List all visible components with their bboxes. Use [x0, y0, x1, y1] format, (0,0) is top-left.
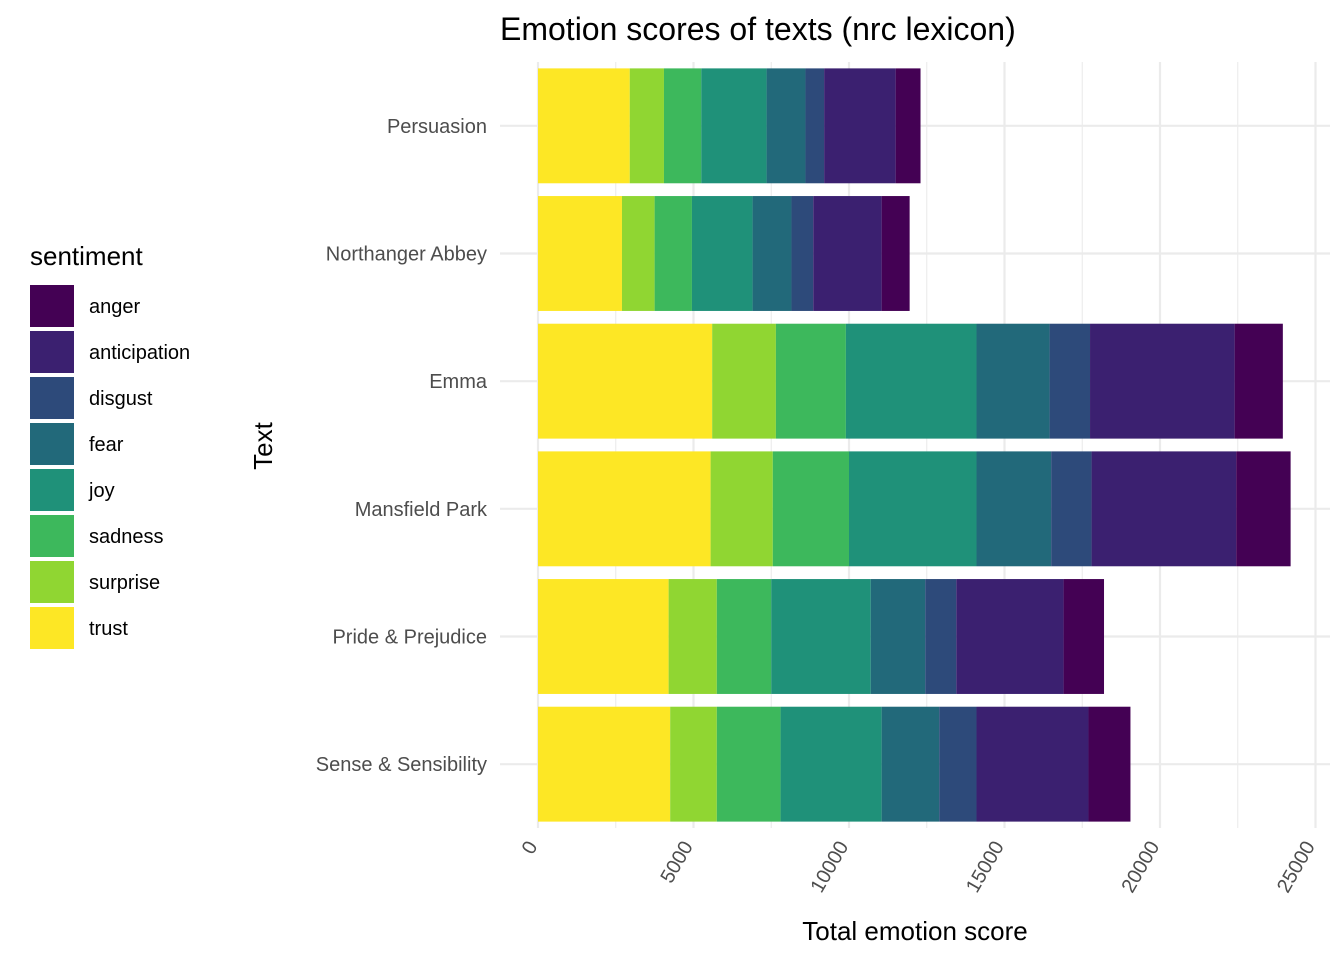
bar-segment-anger — [1236, 451, 1291, 567]
x-tick-label: 25000 — [1273, 838, 1320, 897]
bar-segment-joy — [780, 706, 882, 822]
legend-swatch-disgust — [30, 377, 74, 419]
bar-segment-joy — [845, 323, 977, 439]
bar-segment-disgust — [925, 579, 957, 694]
bar-segment-trust — [538, 451, 711, 567]
legend-swatch-surprise — [30, 561, 74, 603]
x-axis-tick-labels: 0 5000 10000 15000 20000 25000 — [518, 838, 1320, 897]
legend-swatch-anticipation — [30, 331, 74, 373]
bar-segment-sadness — [772, 451, 849, 567]
bar-segment-trust — [538, 68, 630, 184]
category-label: Sense & Sensibility — [316, 754, 487, 776]
legend-label-sadness: sadness — [89, 526, 164, 548]
bar-segment-anticipation — [1090, 323, 1235, 439]
legend-label-anticipation: anticipation — [89, 342, 190, 364]
legend-label-joy: joy — [88, 480, 115, 502]
legend-label-surprise: surprise — [89, 572, 160, 594]
bar-segment-fear — [976, 451, 1052, 567]
x-tick-label: 5000 — [657, 838, 698, 888]
bar-segment-anger — [1063, 579, 1105, 694]
bar-segment-trust — [538, 706, 671, 822]
bar-segment-joy — [701, 68, 767, 184]
legend-label-fear: fear — [89, 434, 124, 456]
bar-segment-sadness — [716, 706, 781, 822]
bar-segment-anger — [881, 196, 910, 311]
category-label: Persuasion — [387, 116, 487, 138]
bar-segment-joy — [691, 196, 753, 311]
legend-label-anger: anger — [89, 296, 140, 318]
bar-segment-anger — [1088, 706, 1131, 822]
legend-swatch-anger — [30, 285, 74, 327]
bar-segment-fear — [976, 323, 1050, 439]
x-tick-label: 0 — [518, 838, 543, 859]
y-axis-title: Text — [248, 421, 278, 469]
bar-segment-fear — [766, 68, 806, 184]
bar-segment-anticipation — [1091, 451, 1237, 567]
legend-label-trust: trust — [89, 618, 128, 640]
x-axis-title: Total emotion score — [802, 916, 1027, 946]
legend-swatch-joy — [30, 469, 74, 511]
x-tick-label: 15000 — [962, 838, 1009, 897]
bar-segment-surprise — [670, 706, 717, 822]
bar-segment-disgust — [939, 706, 977, 822]
bar-segment-surprise — [629, 68, 664, 184]
bar-segment-surprise — [710, 451, 773, 567]
bar-stacks — [538, 68, 1291, 822]
category-label: Pride & Prejudice — [332, 627, 487, 649]
chart-title: Emotion scores of texts (nrc lexicon) — [500, 11, 1016, 47]
bar-segment-fear — [881, 706, 940, 822]
bar-segment-sadness — [663, 68, 702, 184]
bar-segment-joy — [771, 579, 871, 694]
bar-segment-anticipation — [824, 68, 896, 184]
bar-segment-fear — [752, 196, 792, 311]
bar-segment-surprise — [621, 196, 655, 311]
category-label: Northanger Abbey — [326, 244, 487, 266]
x-tick-label: 20000 — [1117, 838, 1164, 897]
bar-segment-sadness — [716, 579, 772, 694]
bar-segment-anticipation — [956, 579, 1064, 694]
bar-segment-anger — [1234, 323, 1283, 439]
legend-label-disgust: disgust — [89, 388, 153, 410]
bar-segment-surprise — [668, 579, 717, 694]
bar-segment-disgust — [1049, 323, 1091, 439]
bar-segment-trust — [538, 196, 622, 311]
legend-swatch-sadness — [30, 515, 74, 557]
bar-segment-disgust — [791, 196, 814, 311]
category-label: Mansfield Park — [355, 499, 488, 521]
bar-segment-disgust — [805, 68, 825, 184]
legend: sentiment anger anticipation disgust fear jo… — [30, 241, 190, 649]
bar-segment-sadness — [775, 323, 846, 439]
bar-segment-sadness — [654, 196, 692, 311]
category-label: Emma — [429, 371, 488, 393]
bar-segment-fear — [870, 579, 926, 694]
bar-segment-joy — [849, 451, 977, 567]
bar-segment-disgust — [1051, 451, 1092, 567]
y-axis-tick-labels: Persuasion Northanger Abbey Emma Mansfield … — [316, 116, 488, 776]
bar-segment-trust — [538, 579, 669, 694]
bar-segment-surprise — [712, 323, 776, 439]
bar-segment-trust — [538, 323, 713, 439]
bar-segment-anticipation — [813, 196, 882, 311]
legend-title: sentiment — [30, 241, 143, 271]
bar-segment-anticipation — [976, 706, 1089, 822]
bar-segment-anger — [895, 68, 921, 184]
legend-swatch-fear — [30, 423, 74, 465]
x-tick-label: 10000 — [806, 838, 853, 897]
legend-swatch-trust — [30, 607, 74, 649]
